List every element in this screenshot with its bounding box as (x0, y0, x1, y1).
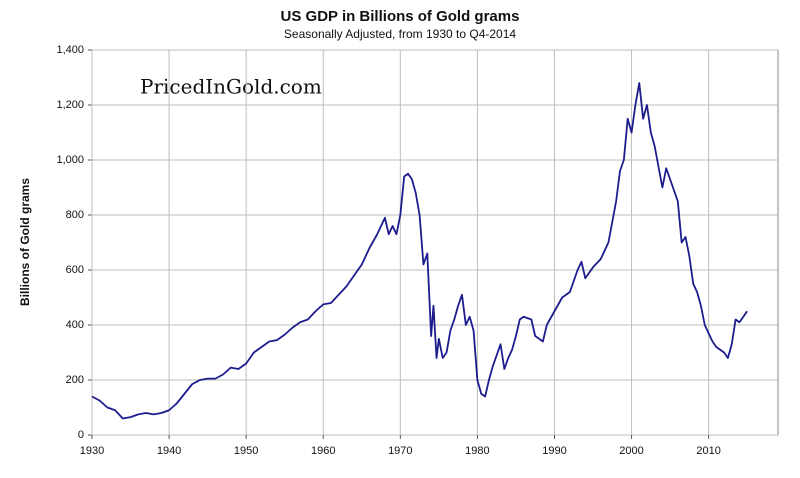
y-tick-label: 800 (66, 209, 84, 221)
x-tick-label: 1940 (157, 445, 181, 457)
x-tick-label: 1930 (80, 445, 104, 457)
data-line (91, 82, 748, 420)
x-tick-label: 1990 (542, 445, 566, 457)
chart-title: US GDP in Billions of Gold grams (281, 8, 520, 25)
x-tick-label: 1960 (311, 445, 335, 457)
y-tick-label: 1,000 (56, 154, 84, 166)
x-tick-label: 2010 (696, 445, 720, 457)
x-tick-label: 1950 (234, 445, 258, 457)
y-axis-label: Billions of Gold grams (18, 178, 32, 306)
y-tick-label: 1,200 (56, 99, 84, 111)
x-tick-label: 2000 (619, 445, 643, 457)
y-tick-label: 0 (78, 429, 84, 441)
watermark: PricedInGold.com (140, 75, 322, 99)
y-tick-label: 400 (66, 319, 84, 331)
plot-frame (91, 49, 779, 436)
y-tick-label: 200 (66, 374, 84, 386)
chart-subtitle: Seasonally Adjusted, from 1930 to Q4-201… (284, 27, 516, 41)
y-tick-label: 600 (66, 264, 84, 276)
y-tick-label: 1,400 (56, 44, 84, 56)
x-tick-label: 1980 (465, 445, 489, 457)
x-tick-label: 1970 (388, 445, 412, 457)
